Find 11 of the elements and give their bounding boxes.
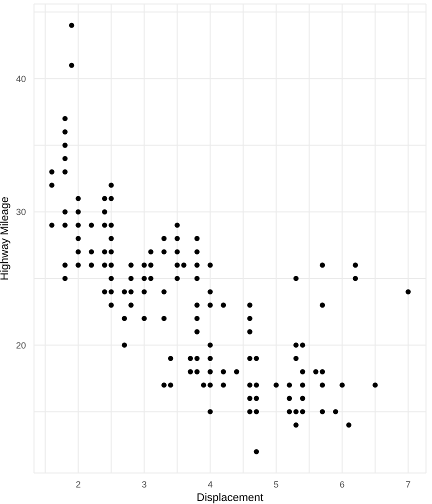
x-tick-label: 2 — [76, 479, 81, 490]
x-tick-label: 7 — [406, 479, 411, 490]
y-axis-title: Highway Mileage — [0, 196, 11, 280]
x-axis-title: Displacement — [196, 492, 264, 504]
x-tick-label: 5 — [274, 479, 279, 490]
x-tick-label: 4 — [208, 479, 213, 490]
y-tick-label: 30 — [16, 207, 26, 218]
y-tick-label: 40 — [16, 74, 26, 84]
x-tick-label: 6 — [340, 479, 345, 490]
x-tick-label: 3 — [142, 479, 147, 490]
y-tick-label: 20 — [16, 340, 26, 350]
